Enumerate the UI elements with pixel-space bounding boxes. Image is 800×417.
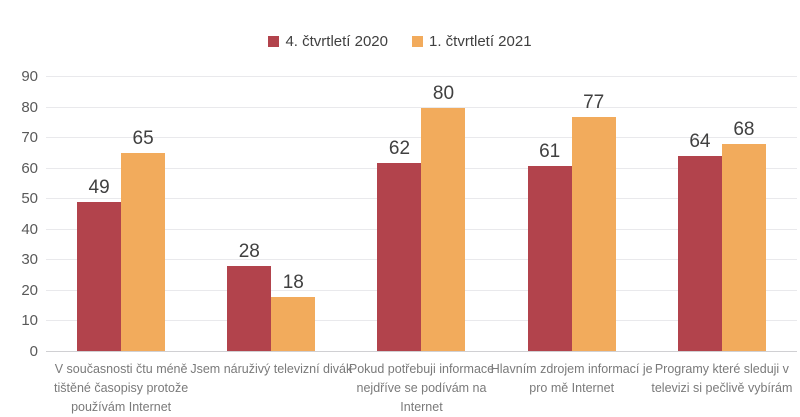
bar-value-label: 80 <box>432 82 455 104</box>
category-label: V současnosti čtu méně tištěné časopisy p… <box>21 360 221 417</box>
bar-group: 61 77 <box>497 77 647 352</box>
bar-series-1 <box>527 165 572 352</box>
category-label: Hlavním zdrojem informací je pro mě Inter… <box>472 360 672 398</box>
gridline <box>46 76 797 77</box>
category-label-line: tištěné časopisy protože <box>54 381 189 395</box>
bar-series-1 <box>77 202 122 352</box>
x-axis-line <box>46 351 797 352</box>
category-label-line: nejdříve se podívám na <box>356 381 487 395</box>
y-axis-tick-label: 20 <box>21 281 38 299</box>
bar-series-2 <box>571 116 616 352</box>
legend-swatch-icon <box>412 36 423 47</box>
bar-value-label: 18 <box>282 272 304 293</box>
category-label-line: používám Internet <box>71 400 172 414</box>
y-axis-tick-label: 10 <box>21 312 38 330</box>
bar-value-label: 77 <box>583 91 605 113</box>
category-label-line: Internet <box>400 400 443 414</box>
chart-legend: 4. čtvrtletí 2020 1. čtvrtletí 2021 <box>0 33 800 50</box>
legend-item-q4-2020: 4. čtvrtletí 2020 <box>268 33 388 50</box>
bar-series-1 <box>677 156 722 352</box>
category-label-line: pro mě Internet <box>529 381 615 395</box>
bar-value-label: 64 <box>689 131 711 153</box>
category-label-line: Programy které sleduji v <box>654 362 789 376</box>
bar-series-2 <box>121 153 166 352</box>
y-axis-tick-label: 30 <box>21 251 38 269</box>
legend-swatch-icon <box>268 36 280 47</box>
y-axis-tick-label: 40 <box>21 220 38 238</box>
bar-value-label: 28 <box>238 241 260 263</box>
y-axis-tick-label: 90 <box>21 68 38 85</box>
bar-group: 62 80 <box>346 77 496 352</box>
category-label-line: V současnosti čtu méně <box>54 362 188 376</box>
gridline <box>46 106 797 108</box>
bar-group: 64 68 <box>647 77 797 352</box>
bar-series-2 <box>271 297 316 352</box>
bar-value-label: 65 <box>132 128 154 150</box>
bar-value-label: 62 <box>388 137 411 159</box>
y-axis: 0 10 20 30 40 50 60 70 80 90 <box>0 68 38 360</box>
y-axis-tick-label: 50 <box>21 190 38 208</box>
bar-value-label: 68 <box>733 119 755 141</box>
bar-group: 28 18 <box>196 77 346 352</box>
category-label-line: Jsem náruživý televizní divák <box>190 362 353 376</box>
category-label-line: Pokud potřebuji informace <box>348 362 495 376</box>
bar-series-1 <box>227 266 272 352</box>
legend-item-q1-2021: 1. čtvrtletí 2021 <box>412 33 532 50</box>
bar-value-label: 49 <box>88 177 110 199</box>
bar-group: 49 65 <box>46 77 196 352</box>
category-label-line: Hlavním zdrojem informací je <box>490 362 653 376</box>
legend-label: 1. čtvrtletí 2021 <box>429 33 532 50</box>
category-label-line: televizi si pečlivě vybírám <box>651 381 793 395</box>
bar-value-label: 61 <box>539 140 561 162</box>
category-label: Jsem náruživý televizní divák <box>171 360 371 379</box>
y-axis-tick-label: 70 <box>21 129 38 147</box>
category-label: Pokud potřebuji informace nejdříve se pod… <box>322 360 522 417</box>
bar-series-1 <box>377 162 422 352</box>
bar-series-2 <box>421 107 466 352</box>
category-axis: V současnosti čtu méně tištěné časopisy p… <box>46 360 797 415</box>
plot-area: 49 65 28 18 62 80 61 77 64 68 <box>46 76 797 352</box>
y-axis-tick-label: 80 <box>21 98 38 116</box>
bar-series-2 <box>721 144 766 352</box>
legend-label: 4. čtvrtletí 2020 <box>285 33 388 50</box>
category-label: Programy které sleduji v televizi si pečl… <box>622 360 800 398</box>
y-axis-tick-label: 60 <box>21 159 38 177</box>
y-axis-tick-label: 0 <box>29 343 38 360</box>
